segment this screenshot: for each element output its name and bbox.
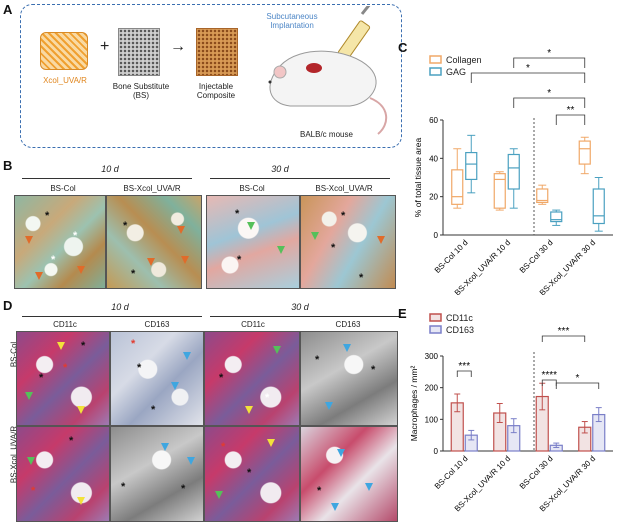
panel-label-e: E [398, 306, 407, 321]
panel-label-a: A [3, 2, 13, 17]
b-col1-title: BS-Col [50, 184, 76, 193]
significance-mark: **** [541, 370, 557, 381]
d-col4-title: CD163 [335, 320, 361, 329]
b-image-bscol-10d: * * * [14, 195, 106, 289]
mouse-label: BALB/c mouse [300, 130, 353, 139]
bone-substitute-icon [118, 28, 160, 76]
implant-label: Subcutaneous Implantation [266, 12, 318, 30]
significance-bracket [513, 57, 586, 68]
d-col3-title: CD11c [241, 320, 265, 329]
xcol-sponge-icon [40, 32, 88, 70]
legend-swatch-collagen [429, 55, 442, 64]
b-image-bsxcol-10d: * * [106, 195, 202, 289]
d-image-bsxcol-cd11c-10d: * * [16, 426, 110, 522]
y-tick-label: 0 [434, 447, 439, 456]
b-underline-30d [210, 178, 390, 179]
b-col3-title: BS-Col [239, 184, 265, 193]
box-collagen [451, 169, 464, 205]
d-image-bsxcol-cd11c-30d: * * [204, 426, 300, 522]
b-image-bscol-30d: * * [206, 195, 300, 289]
y-tick-label: 40 [429, 154, 438, 163]
panel-label-d: D [3, 298, 13, 313]
composite-icon [196, 28, 238, 76]
significance-bracket [555, 114, 586, 125]
legend-swatch-cd163 [429, 325, 442, 334]
d-underline-10d [22, 316, 202, 317]
d-image-bsxcol-cd163-10d: * * [110, 426, 204, 522]
d-image-bsxcol-cd163-30d: * [300, 426, 398, 522]
d-col2-title: CD163 [144, 320, 170, 329]
d-image-bscol-cd11c-30d: * * [204, 331, 300, 426]
y-axis-label: Macrophages / mm² [409, 366, 419, 442]
d-time-10d: 10 d [111, 302, 129, 312]
significance-bracket [541, 335, 586, 342]
box-collagen [493, 173, 506, 209]
x-tick-label: BS-Col 30 d [518, 454, 555, 491]
significance-mark: ** [567, 105, 575, 116]
bs-label: Bone Substitute (BS) [112, 82, 170, 100]
significance-mark: * [547, 48, 551, 59]
panel-label-c: C [398, 40, 408, 55]
significance-bracket [513, 97, 586, 108]
b-time-30d: 30 d [271, 164, 289, 174]
legend-label-cd163: CD163 [446, 325, 474, 335]
legend-label-collagen: Collagen [446, 55, 482, 65]
box-gag [592, 188, 605, 225]
x-tick-label: BS-Col 10 d [433, 454, 470, 491]
d-image-bscol-cd163-30d: * * [300, 331, 398, 426]
chart-e-macrophages: CD11c CD163 0 100 200 300 Macrophages / mm² BS-… [409, 313, 613, 513]
significance-mark: * [576, 373, 580, 384]
legend-swatch-gag [429, 67, 442, 76]
d-image-bscol-cd163-10d: * * * [110, 331, 204, 426]
arrow-icon: → [170, 38, 186, 55]
d-underline-30d [210, 316, 400, 317]
y-tick-label: 200 [425, 384, 439, 393]
legend-swatch-cd11c [429, 313, 442, 322]
y-tick-label: 60 [429, 116, 438, 125]
box-gag [507, 153, 520, 190]
y-tick-label: 20 [429, 193, 438, 202]
legend-label-gag: GAG [446, 67, 466, 77]
box-gag [465, 151, 478, 181]
significance-bracket [456, 370, 472, 377]
composite-label: Injectable Composite [196, 82, 236, 100]
b-col2-title: BS-Xcol_UVA/R [123, 184, 181, 193]
mouse-icon [269, 50, 377, 107]
significance-mark: *** [458, 361, 470, 372]
b-time-10d: 10 d [101, 164, 119, 174]
y-tick-label: 300 [425, 352, 439, 361]
xcol-label: Xcol_UVA/R [43, 76, 87, 85]
box-gag [550, 211, 563, 223]
y-tick-label: 0 [434, 231, 439, 240]
panel-label-b: B [3, 158, 13, 173]
b-col4-title: BS-Xcol_UVA/R [315, 184, 373, 193]
y-axis-label: % of total tissue area [413, 138, 423, 218]
box-collagen [536, 188, 549, 204]
y-tick-label: 100 [425, 415, 439, 424]
b-underline-10d [22, 178, 192, 179]
significance-mark: * [526, 63, 530, 74]
d-col1-title: CD11c [53, 320, 77, 329]
x-tick-label: BS-Col 30 d [518, 238, 555, 275]
significance-mark: * [547, 88, 551, 99]
chart-c-tissue-area: Collagen GAG 0 20 40 60 % of total tissue area… [413, 48, 613, 295]
syringe-and-mouse [268, 6, 388, 135]
significance-bracket [470, 72, 586, 83]
significance-bracket [555, 382, 600, 389]
plus-sign: + [100, 38, 110, 55]
legend-label-cd11c: CD11c [446, 313, 473, 323]
b-image-bsxcol-30d: * * * [300, 195, 396, 289]
significance-mark: *** [558, 326, 570, 337]
d-time-30d: 30 d [291, 302, 309, 312]
box-collagen [578, 140, 591, 165]
d-image-bscol-cd11c-10d: * * * [16, 331, 110, 426]
x-tick-label: BS-Col 10 d [433, 238, 470, 275]
